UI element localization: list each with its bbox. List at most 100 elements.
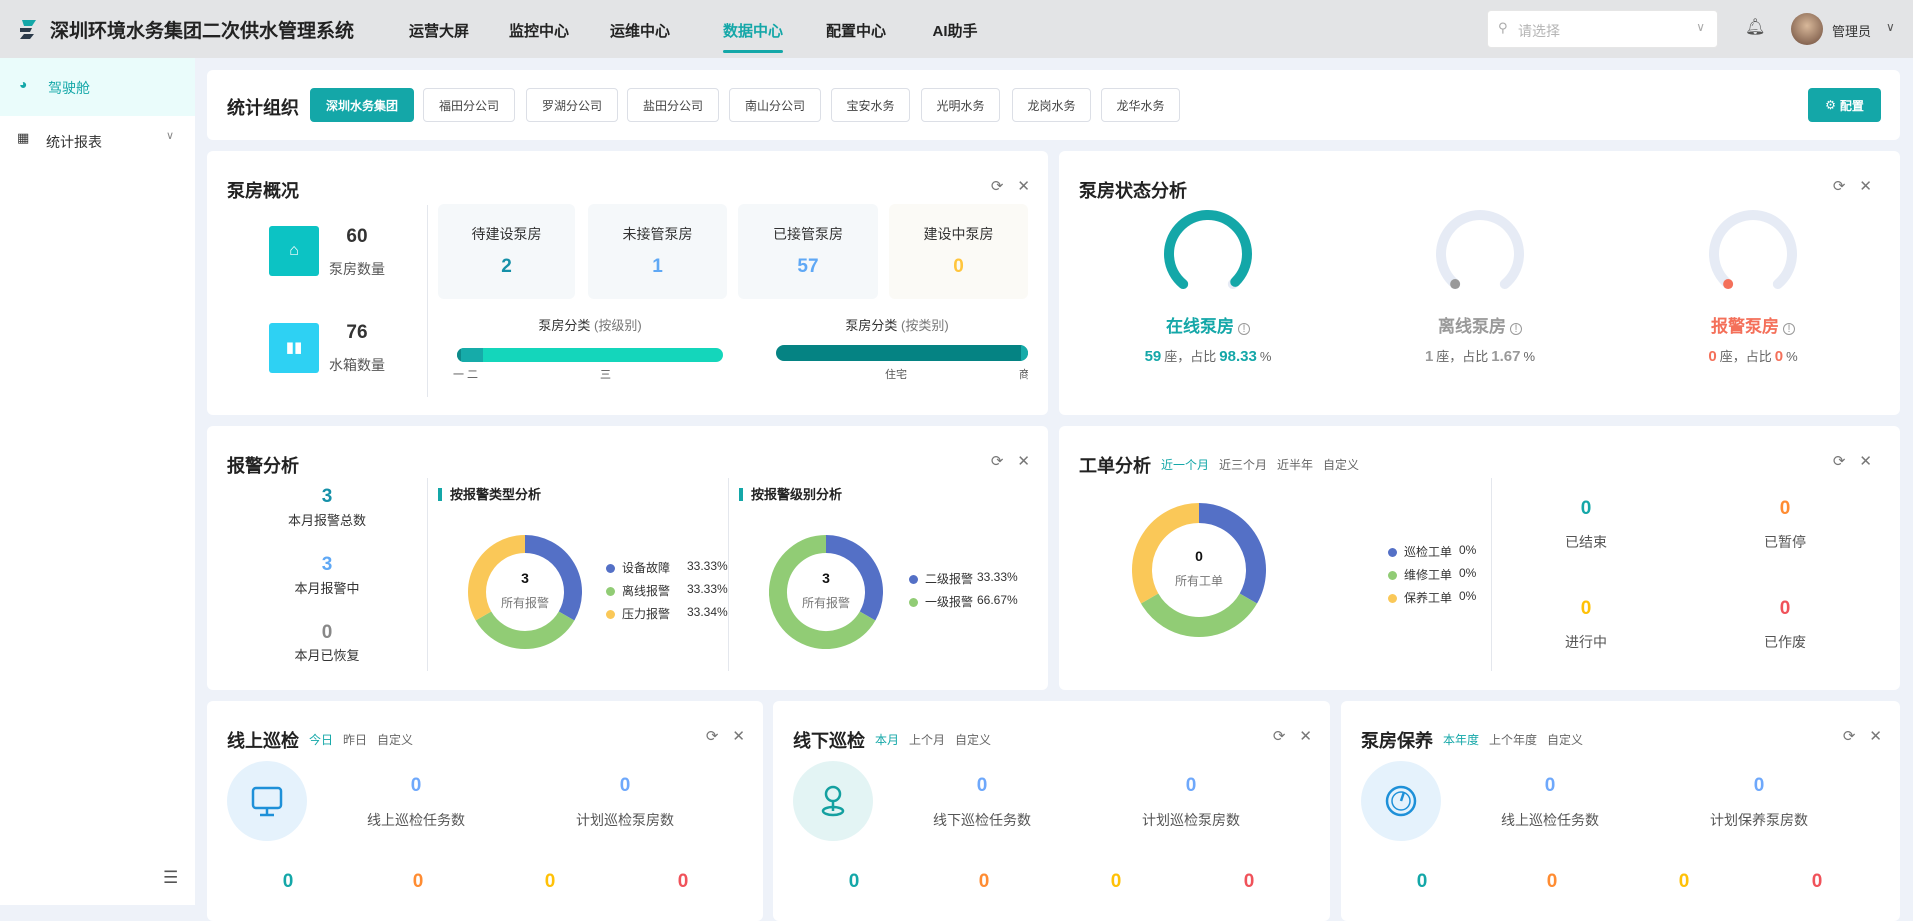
card-title: 泵房保养: [1361, 731, 1433, 751]
bar-label: 二: [467, 369, 478, 381]
nav-config[interactable]: 配置中心: [825, 23, 887, 40]
alarm-active-value: 3: [321, 554, 333, 575]
org-button-longhua[interactable]: 龙华水务: [1101, 88, 1180, 122]
tab-2[interactable]: 自定义: [955, 733, 992, 747]
tab-2[interactable]: 自定义: [377, 733, 414, 747]
org-button-futian[interactable]: 福田分公司: [423, 88, 515, 122]
tab-1[interactable]: 昨日: [343, 733, 368, 747]
legend-dot: [1388, 548, 1397, 557]
refresh-icon[interactable]: ⟳: [1832, 453, 1846, 470]
legend-item[interactable]: 维修工单 0%: [1388, 566, 1476, 583]
user-name[interactable]: 管理员: [1832, 24, 1872, 39]
collapse-sidebar-icon[interactable]: ☰: [163, 868, 179, 887]
sidebar-item-cockpit[interactable]: ◕ 驾驶舱: [0, 58, 195, 116]
donut-slice-保养工单[interactable]: [1132, 503, 1200, 604]
legend-item[interactable]: 压力报警 33.34%: [606, 605, 728, 622]
org-button-baoan[interactable]: 宝安水务: [831, 88, 910, 122]
close-icon[interactable]: ✕: [1859, 178, 1872, 195]
bar-type-title: 泵房分类 (按类别): [845, 318, 949, 333]
nav-data-center[interactable]: 数据中心: [722, 20, 784, 53]
nav-maintenance[interactable]: 运维中心: [609, 23, 671, 40]
close-icon[interactable]: ✕: [1299, 728, 1312, 745]
search-icon: ⚲: [1498, 20, 1508, 35]
refresh-icon[interactable]: ⟳: [990, 178, 1004, 195]
info-icon[interactable]: !: [1510, 323, 1522, 335]
refresh-icon[interactable]: ⟳: [1842, 728, 1856, 745]
tab-half-year[interactable]: 近半年: [1277, 458, 1314, 472]
refresh-icon[interactable]: ⟳: [705, 728, 719, 745]
org-button-guangming[interactable]: 光明水务: [921, 88, 1000, 122]
stat-value: 0: [412, 871, 424, 892]
legend-item[interactable]: 离线报警 33.33%: [606, 582, 728, 599]
bell-icon[interactable]: 🔔︎: [1745, 19, 1766, 36]
stat-label: 线上巡检任务数: [1501, 812, 1599, 828]
stat-value: 0: [1416, 871, 1428, 892]
donut-slice-压力报警[interactable]: [468, 535, 526, 621]
gauge-fill-online: [1164, 210, 1252, 290]
info-icon[interactable]: !: [1238, 323, 1250, 335]
tank-count: 76: [346, 322, 368, 343]
tab-3-months[interactable]: 近三个月: [1219, 458, 1268, 472]
legend-item[interactable]: 二级报警 33.33%: [909, 570, 1018, 587]
org-button-nanshan[interactable]: 南山分公司: [729, 88, 821, 122]
nav-monitor[interactable]: 监控中心: [508, 23, 570, 40]
tab-0[interactable]: 本年度: [1443, 733, 1480, 747]
org-select[interactable]: ⚲ 请选择 ∨: [1487, 10, 1718, 48]
monitor-icon: [227, 761, 307, 841]
gear-icon: ⚙: [1825, 98, 1836, 112]
refresh-icon[interactable]: ⟳: [1272, 728, 1286, 745]
donut-slice-一级报警[interactable]: [769, 535, 876, 649]
close-icon[interactable]: ✕: [1017, 178, 1030, 195]
tab-1-month[interactable]: 近一个月: [1161, 458, 1210, 472]
close-icon[interactable]: ✕: [1869, 728, 1882, 745]
chevron-down-icon[interactable]: ∨: [1886, 20, 1895, 34]
org-button-longgang[interactable]: 龙岗水务: [1012, 88, 1091, 122]
config-button[interactable]: ⚙ 配置: [1808, 88, 1881, 122]
tile-taken[interactable]: 已接管泵房 57: [738, 204, 878, 299]
tile-not-taken[interactable]: 未接管泵房 1: [588, 204, 727, 299]
tab-0[interactable]: 今日: [309, 733, 334, 747]
org-button-yantian[interactable]: 盐田分公司: [627, 88, 719, 122]
legend-label: 维修工单: [1404, 568, 1453, 582]
legend-item[interactable]: 一级报警 66.67%: [909, 593, 1018, 610]
close-icon[interactable]: ✕: [732, 728, 745, 745]
donut-slice-巡检工单[interactable]: [1198, 503, 1266, 604]
tile-to-build[interactable]: 待建设泵房 2: [438, 204, 575, 299]
alarm-total-label: 本月报警总数: [287, 513, 367, 528]
tab-2[interactable]: 自定义: [1547, 733, 1584, 747]
close-icon[interactable]: ✕: [1017, 453, 1030, 470]
stat-value: 0: [976, 775, 988, 796]
gauge-fill-offline: [1450, 279, 1461, 290]
org-button-szwg[interactable]: 深圳水务集团: [310, 88, 414, 122]
legend-item[interactable]: 保养工单 0%: [1388, 589, 1476, 606]
pump-maintenance-card: 泵房保养 本年度 上个年度 自定义 ⟳ ✕ 0 线上巡检任务数 0 计划保养泵房数 0 0 0 0: [1341, 701, 1900, 921]
avatar[interactable]: [1791, 13, 1823, 45]
sidebar-item-reports[interactable]: ▦ 统计报表 ∨: [0, 112, 195, 170]
legend-item[interactable]: 巡检工单 0%: [1388, 543, 1476, 560]
info-icon[interactable]: !: [1783, 323, 1795, 335]
refresh-icon[interactable]: ⟳: [1832, 178, 1846, 195]
stat-value: 0: [1753, 775, 1765, 796]
refresh-icon[interactable]: ⟳: [990, 453, 1004, 470]
donut-slice-二级报警[interactable]: [825, 535, 883, 621]
bar-segment-2: [461, 348, 483, 362]
nav-ai-assistant[interactable]: AI助手: [932, 23, 978, 40]
close-icon[interactable]: ✕: [1859, 453, 1872, 470]
tab-1[interactable]: 上个月: [909, 733, 946, 747]
top-header: 深圳环境水务集团二次供水管理系统 运营大屏 监控中心 运维中心 数据中心 配置中…: [0, 0, 1913, 58]
legend-item[interactable]: 设备故障 33.33%: [606, 559, 728, 576]
tile-building[interactable]: 建设中泵房 0: [889, 204, 1028, 299]
nav-ops-screen[interactable]: 运营大屏: [408, 23, 470, 40]
legend-label: 设备故障: [622, 561, 671, 575]
location-pin-icon: [793, 761, 873, 841]
legend-value: 33.33%: [687, 582, 728, 596]
tab-1[interactable]: 上个年度: [1489, 733, 1538, 747]
org-button-luohu[interactable]: 罗湖分公司: [526, 88, 618, 122]
tab-0[interactable]: 本月: [875, 733, 900, 747]
tab-custom[interactable]: 自定义: [1323, 458, 1360, 472]
card-title: 工单分析: [1079, 456, 1151, 476]
donut-slice-离线报警[interactable]: [475, 611, 575, 649]
donut-slice-设备故障[interactable]: [524, 535, 582, 621]
stat-value: 0: [978, 871, 990, 892]
donut-slice-维修工单[interactable]: [1140, 593, 1258, 637]
